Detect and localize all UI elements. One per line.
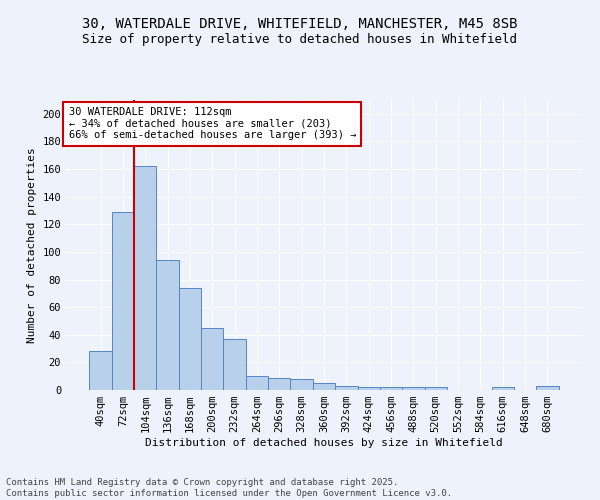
Bar [335, 386, 358, 390]
Bar [89, 352, 112, 390]
Text: 30 WATERDALE DRIVE: 112sqm
← 34% of detached houses are smaller (203)
66% of sem: 30 WATERDALE DRIVE: 112sqm ← 34% of deta… [68, 108, 356, 140]
Text: 30, WATERDALE DRIVE, WHITEFIELD, MANCHESTER, M45 8SB: 30, WATERDALE DRIVE, WHITEFIELD, MANCHES… [82, 18, 518, 32]
Bar [134, 166, 157, 390]
Bar [112, 212, 134, 390]
Bar [268, 378, 290, 390]
Bar [402, 387, 425, 390]
Text: Contains HM Land Registry data © Crown copyright and database right 2025.
Contai: Contains HM Land Registry data © Crown c… [6, 478, 452, 498]
Bar [157, 260, 179, 390]
Bar [246, 376, 268, 390]
Y-axis label: Number of detached properties: Number of detached properties [27, 147, 37, 343]
Bar [536, 386, 559, 390]
Bar [491, 387, 514, 390]
Bar [358, 387, 380, 390]
Bar [179, 288, 201, 390]
Bar [290, 379, 313, 390]
X-axis label: Distribution of detached houses by size in Whitefield: Distribution of detached houses by size … [145, 438, 503, 448]
Text: Size of property relative to detached houses in Whitefield: Size of property relative to detached ho… [83, 32, 517, 46]
Bar [425, 387, 447, 390]
Bar [380, 387, 402, 390]
Bar [313, 383, 335, 390]
Bar [223, 339, 246, 390]
Bar [201, 328, 223, 390]
